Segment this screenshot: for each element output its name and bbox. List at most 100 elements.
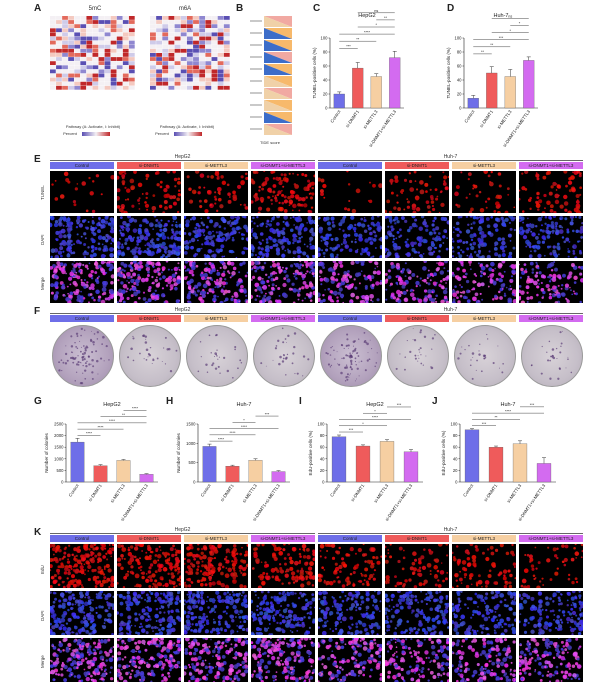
colony-dot xyxy=(338,363,341,366)
colony-dot xyxy=(562,330,563,332)
cell-dot xyxy=(71,553,74,556)
colony-dot xyxy=(346,378,349,381)
cell-dot xyxy=(279,206,284,212)
cell-dot xyxy=(402,290,407,295)
heatmap-cell xyxy=(80,73,87,78)
cell-dot xyxy=(163,194,168,199)
colony-dot xyxy=(281,360,285,363)
cell-dot xyxy=(51,625,56,630)
cell-dot xyxy=(525,239,530,245)
cell-dot xyxy=(134,585,136,588)
cell-dot xyxy=(207,230,212,236)
cell-dot xyxy=(465,196,468,199)
heatmap-cell xyxy=(56,20,62,24)
cell-dot xyxy=(465,584,470,588)
cell-dot xyxy=(320,239,323,242)
cell-dot xyxy=(464,549,470,554)
cell-dot xyxy=(354,286,358,290)
cell-dot xyxy=(111,266,114,269)
cell-dot xyxy=(472,296,477,302)
cell-dot xyxy=(191,217,194,219)
colony-dot xyxy=(86,360,88,363)
heatmap-cell xyxy=(205,40,212,45)
cell-dot xyxy=(411,561,416,566)
cell-dot xyxy=(404,275,407,278)
cell-dot xyxy=(411,257,414,258)
cell-dot xyxy=(579,172,582,175)
colony-dot xyxy=(145,358,148,361)
cell-dot xyxy=(172,220,175,223)
cell-dot xyxy=(110,242,113,245)
cell-dot xyxy=(208,575,213,580)
cell-dot xyxy=(137,230,143,235)
colony-dish xyxy=(119,325,181,387)
cell-dot xyxy=(362,544,365,546)
cell-dot xyxy=(300,583,305,588)
cell-dot xyxy=(418,226,423,231)
cell-dot xyxy=(442,171,445,174)
cell-dot xyxy=(309,192,312,195)
heatmap-cell xyxy=(186,44,193,49)
cell-dot xyxy=(324,288,326,291)
cell-dot xyxy=(495,228,499,232)
cell-dot xyxy=(322,293,325,297)
cell-dot xyxy=(145,551,148,554)
cell-dot xyxy=(495,196,498,199)
heatmap-cell xyxy=(205,73,212,78)
cell-dot xyxy=(434,297,437,300)
cell-dot xyxy=(292,203,297,209)
cell-dot xyxy=(546,200,551,205)
cell-dot xyxy=(289,217,292,219)
cell-dot xyxy=(269,265,273,269)
cell-dot xyxy=(88,548,91,551)
panel-a-xaxis-label-m6a: Pathway (A: Activate, I: Inhibit) xyxy=(159,124,215,129)
heatmap-cell xyxy=(162,40,169,45)
heatmap-cell xyxy=(56,44,62,49)
cell-dot xyxy=(475,548,479,552)
cell-dot xyxy=(347,183,351,186)
cell-dot xyxy=(226,183,230,187)
cell-dot xyxy=(487,230,492,235)
cell-dot xyxy=(61,557,64,560)
cell-dot xyxy=(201,576,205,580)
cell-dot xyxy=(419,189,425,195)
cell-dot xyxy=(145,572,148,575)
cell-dot xyxy=(367,236,372,241)
heatmap-cell xyxy=(199,53,206,57)
cell-dot xyxy=(301,273,306,279)
cell-dot xyxy=(511,544,514,547)
heatmap-cell xyxy=(122,85,129,90)
cell-dot xyxy=(361,582,365,586)
heatmap-cell xyxy=(128,81,135,86)
panel-label-j: I xyxy=(299,396,302,407)
cell-dot xyxy=(287,581,291,585)
cell-dot xyxy=(308,210,313,213)
cell-dot xyxy=(66,577,69,580)
cell-dot xyxy=(231,271,236,276)
cell-dot xyxy=(341,557,345,561)
cell-dot xyxy=(302,548,306,551)
cell-dot xyxy=(501,261,506,264)
cell-dot xyxy=(161,235,167,240)
cell-dot xyxy=(158,233,163,238)
cell-dot xyxy=(328,267,333,272)
microscopy-image-blue xyxy=(117,591,181,635)
cell-dot xyxy=(366,583,370,587)
cell-dot xyxy=(98,605,102,609)
cell-dot xyxy=(146,274,150,277)
heatmap-cell xyxy=(193,61,199,66)
colony-dot xyxy=(84,356,86,358)
cell-dot xyxy=(563,201,569,206)
cell-dot xyxy=(434,246,437,250)
cell-dot xyxy=(305,272,307,275)
cell-dot xyxy=(254,235,259,240)
cell-dot xyxy=(82,554,87,559)
cell-dot xyxy=(465,240,469,244)
cell-dot xyxy=(97,247,102,251)
cell-dot xyxy=(541,211,546,213)
cell-dot xyxy=(168,204,173,209)
cell-dot xyxy=(570,218,574,222)
cell-dot xyxy=(203,234,206,237)
cell-dot xyxy=(482,551,485,555)
colony-dot xyxy=(149,346,152,349)
